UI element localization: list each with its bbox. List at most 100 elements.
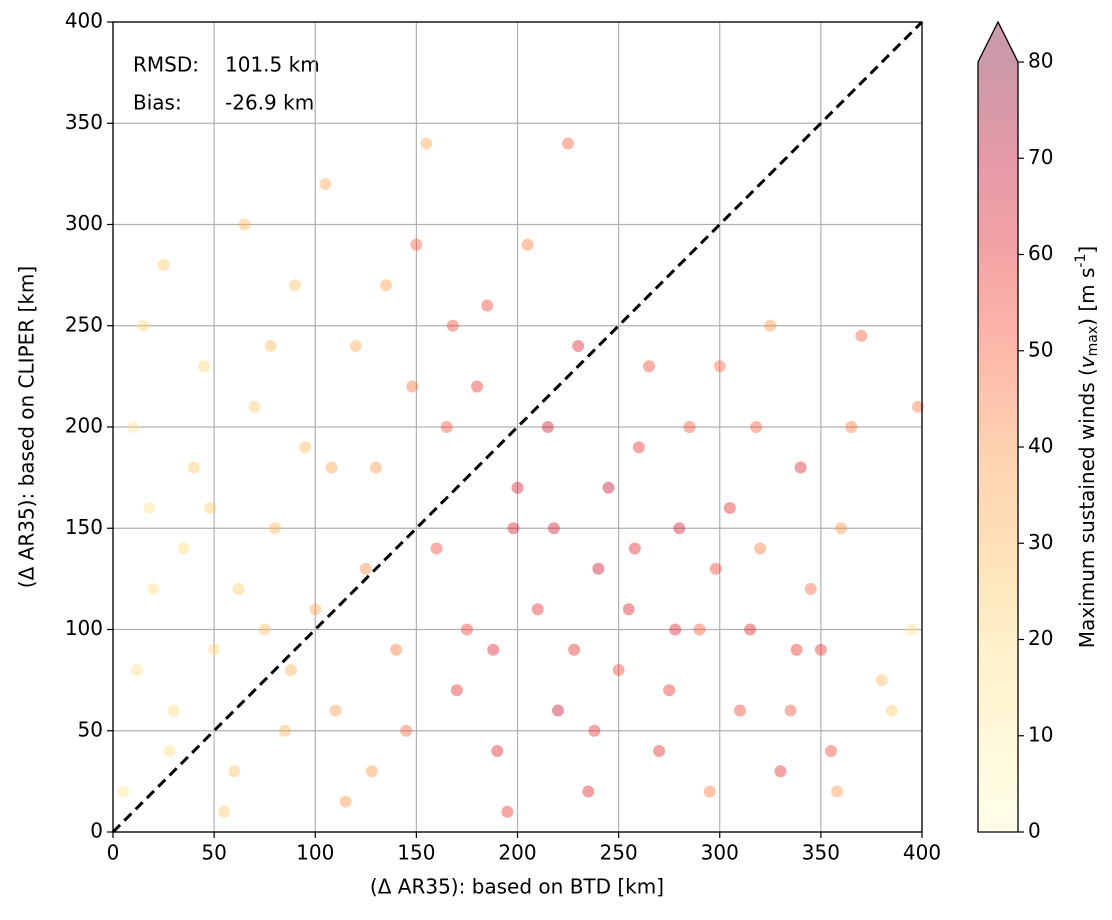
y-tick-label: 300 (65, 211, 103, 235)
y-tick-label: 50 (78, 717, 103, 741)
point (309, 603, 322, 616)
point (410, 238, 423, 251)
x-tick-label: 350 (802, 841, 840, 865)
colorbar-tick-label: 30 (1028, 530, 1053, 554)
point (487, 643, 500, 656)
y-tick-label: 100 (65, 616, 103, 640)
point (855, 329, 868, 342)
point (804, 583, 817, 595)
point (365, 765, 378, 778)
annotation-label: RMSD: (133, 53, 199, 77)
y-tick-label: 200 (65, 414, 103, 438)
point (248, 400, 261, 413)
point (359, 562, 372, 575)
colorbar-label-part: v (1075, 355, 1099, 368)
point (325, 461, 338, 474)
point (814, 643, 827, 656)
y-tick-label: 250 (65, 312, 103, 336)
point (669, 623, 682, 636)
point (693, 623, 706, 636)
annotation-label: Bias: (133, 91, 182, 115)
point (167, 704, 180, 717)
point (612, 664, 625, 676)
y-tick-label: 350 (65, 110, 103, 134)
colorbar-tick-label: 50 (1028, 337, 1053, 361)
colorbar-tick-label: 40 (1028, 434, 1053, 458)
point (744, 623, 757, 636)
point (709, 562, 722, 575)
colorbar-tick-label: 10 (1028, 722, 1053, 746)
colorbar-label: Maximum sustained winds (vmax) [m s-1] (1073, 246, 1101, 648)
colorbar-tick-label: 70 (1028, 145, 1053, 169)
point (268, 522, 281, 535)
point (264, 340, 277, 352)
point (733, 704, 746, 717)
point (430, 542, 443, 555)
point (754, 542, 767, 555)
point (713, 360, 726, 373)
colorbar-label-part: max (1085, 326, 1101, 357)
point (137, 319, 150, 332)
point (187, 461, 200, 474)
point (420, 137, 433, 150)
colorbar-tick-label: 60 (1028, 241, 1053, 265)
point (750, 421, 763, 433)
colorbar (978, 62, 1018, 832)
point (875, 674, 888, 687)
point (406, 380, 419, 393)
point (147, 583, 160, 595)
point (885, 704, 898, 717)
point (127, 421, 140, 433)
point (319, 178, 332, 190)
point (541, 421, 554, 433)
x-axis-label: (Δ AR35): based on BTD [km] (370, 875, 664, 899)
point (784, 704, 797, 717)
point (794, 461, 807, 474)
x-tick-label: 150 (397, 841, 435, 865)
point (450, 684, 463, 697)
point (446, 319, 459, 332)
point (491, 745, 504, 757)
point (673, 522, 686, 535)
plot-area (112, 21, 924, 833)
point (764, 319, 777, 332)
point (369, 461, 382, 474)
point (632, 441, 645, 454)
x-tick-label: 300 (701, 841, 739, 865)
point (642, 360, 655, 373)
point (228, 765, 241, 778)
point (790, 643, 803, 656)
point (831, 785, 844, 798)
point (400, 724, 413, 737)
point (824, 745, 837, 757)
y-tick-label: 0 (90, 819, 103, 843)
point (511, 481, 524, 494)
point (774, 765, 787, 778)
point (653, 745, 666, 757)
point (299, 441, 312, 454)
x-tick-label: 200 (498, 841, 536, 865)
point (177, 542, 190, 555)
point (157, 259, 170, 271)
point (284, 664, 297, 676)
point (683, 421, 696, 433)
colorbar-frame (977, 20, 1019, 833)
point (562, 137, 575, 150)
point (208, 643, 221, 656)
colorbar-label-part: -1 (1073, 254, 1089, 268)
point (703, 785, 716, 798)
plot-frame (112, 21, 923, 833)
point (551, 704, 564, 717)
point (663, 684, 676, 697)
point (339, 795, 352, 808)
point (117, 785, 130, 798)
x-tick-label: 400 (903, 841, 941, 865)
point (380, 279, 393, 292)
point (218, 805, 231, 818)
point (835, 522, 848, 535)
point (278, 724, 291, 737)
point (582, 785, 595, 798)
colorbar-label-part: ] (1075, 246, 1099, 254)
colorbar-tick-label: 80 (1028, 49, 1053, 73)
